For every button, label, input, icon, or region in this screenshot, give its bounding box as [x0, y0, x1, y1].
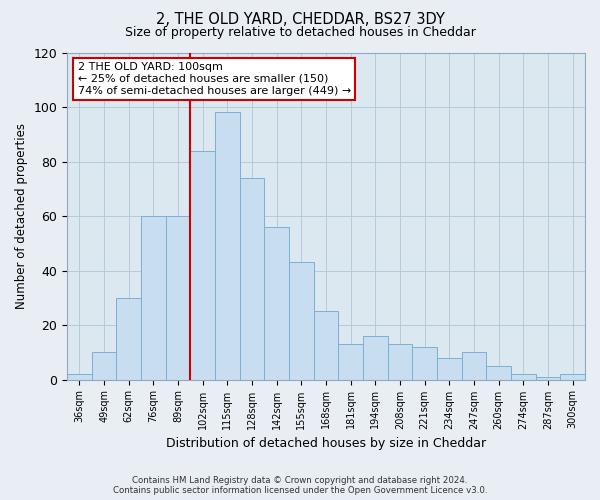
Bar — [487, 366, 511, 380]
Bar — [462, 352, 487, 380]
Text: Size of property relative to detached houses in Cheddar: Size of property relative to detached ho… — [125, 26, 475, 39]
Bar — [166, 216, 190, 380]
Bar — [116, 298, 141, 380]
Bar — [265, 227, 289, 380]
Bar — [560, 374, 585, 380]
Bar — [536, 377, 560, 380]
Text: Contains HM Land Registry data © Crown copyright and database right 2024.
Contai: Contains HM Land Registry data © Crown c… — [113, 476, 487, 495]
Bar — [215, 112, 240, 380]
Bar — [67, 374, 92, 380]
Bar — [314, 312, 338, 380]
Bar — [363, 336, 388, 380]
Bar — [437, 358, 462, 380]
Text: 2 THE OLD YARD: 100sqm
← 25% of detached houses are smaller (150)
74% of semi-de: 2 THE OLD YARD: 100sqm ← 25% of detached… — [77, 62, 351, 96]
Bar — [190, 150, 215, 380]
X-axis label: Distribution of detached houses by size in Cheddar: Distribution of detached houses by size … — [166, 437, 486, 450]
Bar — [511, 374, 536, 380]
Bar — [240, 178, 265, 380]
Bar — [388, 344, 412, 380]
Bar — [412, 347, 437, 380]
Bar — [338, 344, 363, 380]
Bar — [141, 216, 166, 380]
Y-axis label: Number of detached properties: Number of detached properties — [15, 123, 28, 309]
Bar — [92, 352, 116, 380]
Bar — [289, 262, 314, 380]
Text: 2, THE OLD YARD, CHEDDAR, BS27 3DY: 2, THE OLD YARD, CHEDDAR, BS27 3DY — [155, 12, 445, 28]
